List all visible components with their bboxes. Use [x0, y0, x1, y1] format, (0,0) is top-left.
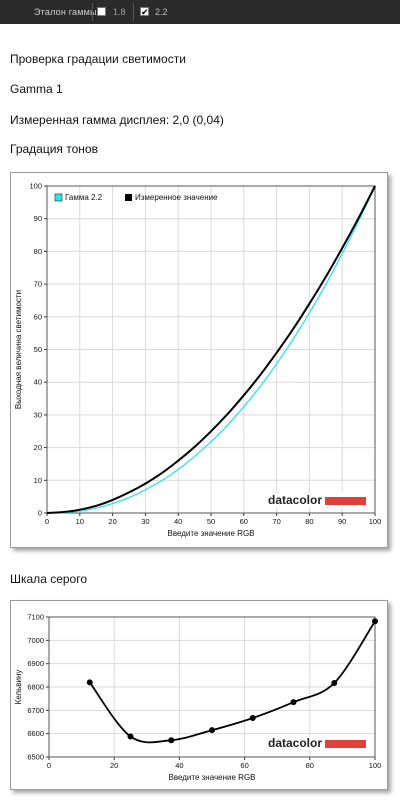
- legend-label: Гамма 2.2: [65, 193, 103, 202]
- x-tick-label: 100: [369, 517, 382, 526]
- x-tick-label: 40: [175, 761, 183, 770]
- plot-frame: [46, 185, 376, 514]
- x-tick-label: 30: [141, 517, 149, 526]
- y-tick-label: 30: [34, 410, 42, 419]
- y-axis-label: Выходная величина светимости: [14, 290, 23, 409]
- series-line: [46, 185, 376, 514]
- x-axis-label: Введите значение RGB: [168, 773, 255, 782]
- datacolor-logo-text: datacolor: [268, 493, 322, 507]
- gray-section-title: Шкала серого: [10, 572, 88, 586]
- y-tick-label: 6800: [27, 683, 44, 692]
- gamma-2-2-checkbox[interactable]: ✔: [140, 7, 149, 17]
- y-tick-label: 90: [34, 214, 42, 223]
- gamma-reference-label: Эталон гаммы:: [34, 7, 100, 17]
- x-tick-label: 40: [174, 517, 182, 526]
- x-tick-label: 100: [369, 761, 382, 770]
- y-tick-label: 6900: [27, 659, 44, 668]
- profile-name: Gamma 1: [10, 82, 63, 96]
- data-point: [168, 737, 175, 744]
- y-tick-label: 40: [34, 378, 42, 387]
- data-point: [290, 699, 297, 706]
- gamma-2-2-label: 2.2: [155, 7, 168, 17]
- datacolor-logo-bar: [325, 497, 366, 505]
- gamma-reference-bar: Эталон гаммы: 1.8 ✔ 2.2: [0, 0, 400, 24]
- gamma-1-8-label: 1.8: [113, 7, 126, 17]
- x-tick-label: 60: [240, 761, 248, 770]
- gray-chart-panel: 0 20 40 60 80 100 6500 6600 6700 6800 6900 7000 7100…: [10, 600, 388, 790]
- x-tick-label: 0: [47, 761, 51, 770]
- y-tick-label: 0: [38, 509, 42, 518]
- y-tick-label: 80: [34, 247, 42, 256]
- x-tick-label: 0: [45, 517, 49, 526]
- x-tick-label: 20: [110, 761, 118, 770]
- data-point: [331, 680, 338, 687]
- y-tick-label: 100: [29, 182, 42, 191]
- y-tick-label: 10: [34, 476, 42, 485]
- y-tick-label: 6700: [27, 706, 44, 715]
- y-tick-label: 6600: [27, 729, 44, 738]
- x-tick-label: 80: [305, 517, 313, 526]
- gamma-1-8-checkbox[interactable]: [97, 7, 106, 16]
- legend-swatch: [54, 193, 63, 202]
- tone-chart-panel: 0 10 20 30 40 50 60 70 80 90 100 0 10 20 30 40 50 60 70 80 9…: [10, 172, 388, 548]
- data-point: [127, 733, 134, 740]
- plot-frame: [48, 616, 376, 758]
- divider: [133, 3, 134, 21]
- data-point: [209, 727, 215, 734]
- measured-gamma: Измеренная гамма дисплея: 2,0 (0,04): [10, 113, 224, 127]
- data-point: [249, 715, 256, 722]
- y-tick-label: 7100: [27, 613, 44, 622]
- x-tick-label: 70: [272, 517, 280, 526]
- x-axis-label: Введите значение RGB: [167, 529, 254, 538]
- data-point: [372, 618, 378, 625]
- y-tick-label: 50: [34, 345, 42, 354]
- series-line: [46, 185, 376, 514]
- y-tick-label: 60: [34, 312, 42, 321]
- y-tick-label: 20: [34, 443, 42, 452]
- data-point: [86, 679, 93, 686]
- x-tick-label: 20: [108, 517, 116, 526]
- checkmark-icon: ✔: [141, 7, 149, 17]
- x-tick-label: 80: [306, 761, 314, 770]
- gray-scale-chart: 0 20 40 60 80 100 6500 6600 6700 6800 6900 7000 7100…: [14, 613, 382, 783]
- y-tick-label: 7000: [27, 636, 44, 645]
- y-tick-label: 70: [34, 280, 42, 289]
- legend-swatch: [125, 194, 132, 201]
- y-axis-label: Кельвину: [14, 670, 23, 705]
- divider: [92, 3, 93, 21]
- y-tick-label: 6500: [27, 753, 44, 762]
- datacolor-logo-text: datacolor: [268, 736, 322, 750]
- x-tick-label: 10: [76, 517, 84, 526]
- x-tick-label: 60: [240, 517, 248, 526]
- x-tick-label: 50: [207, 517, 215, 526]
- page-title: Проверка градации светимости: [10, 52, 186, 66]
- tone-section-title: Градация тонов: [10, 142, 98, 156]
- datacolor-logo-bar: [325, 740, 366, 748]
- tone-gradation-chart: 0 10 20 30 40 50 60 70 80 90 100 0 10 20 30 40 50 60 70 80 9…: [14, 182, 382, 539]
- legend-label: Измеренное значение: [135, 193, 218, 202]
- x-tick-label: 90: [338, 517, 346, 526]
